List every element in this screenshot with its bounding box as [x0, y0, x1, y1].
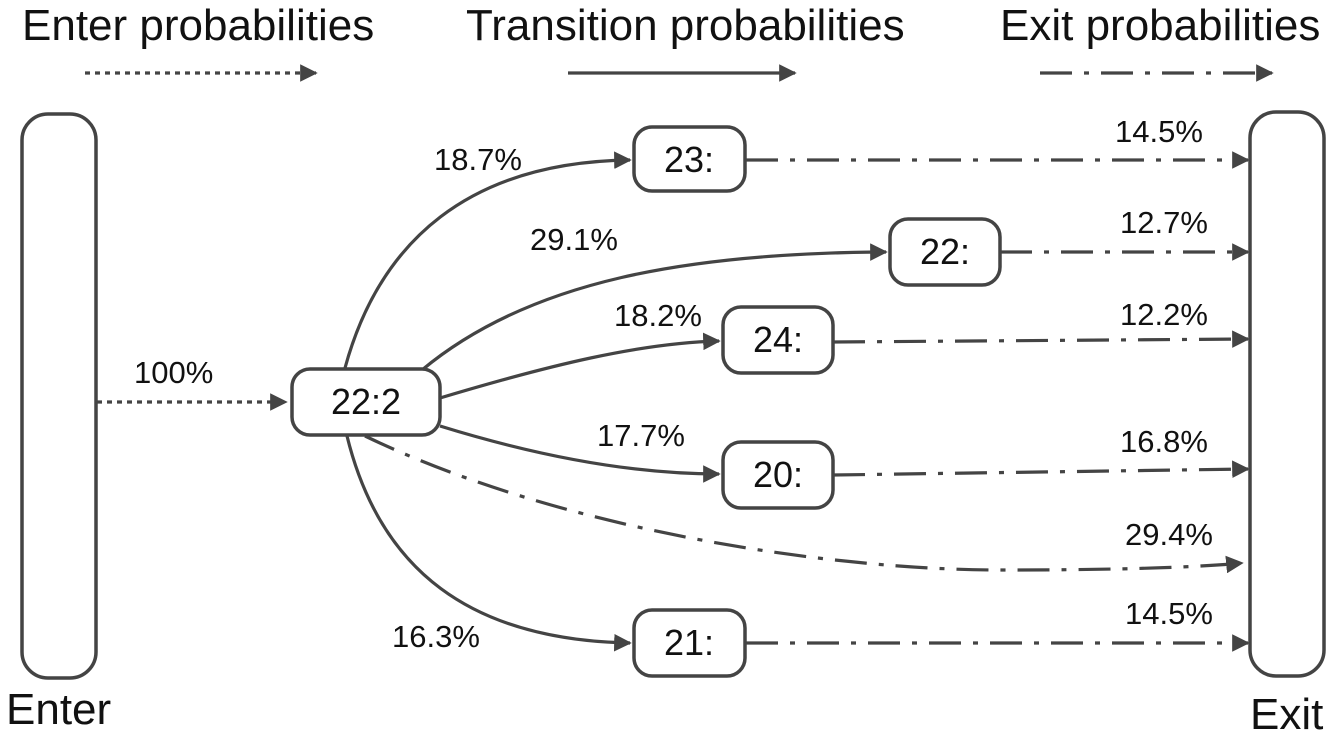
node-20-label: 20:	[753, 454, 803, 495]
node-21	[632, 608, 747, 678]
enter-prob-label: 100%	[134, 355, 213, 390]
enter-terminal	[20, 112, 98, 680]
enter-label: Enter	[6, 685, 111, 734]
transition-edge-23	[343, 151, 632, 369]
node-20	[721, 440, 835, 510]
exit-prob-direct: 29.4%	[1125, 517, 1213, 552]
exit-prob-23: 14.5%	[1115, 114, 1203, 149]
exit-prob-24: 12.2%	[1120, 297, 1208, 332]
node-22-label: 22:	[920, 231, 970, 272]
transition-edge-21	[345, 435, 632, 652]
exit-label: Exit	[1250, 690, 1323, 738]
node-23	[632, 125, 747, 193]
transition-prob-21: 16.3%	[392, 619, 480, 654]
transition-prob-24: 18.2%	[614, 298, 702, 333]
node-22	[888, 217, 1002, 287]
exit-prob-22: 12.7%	[1120, 205, 1208, 240]
node-source-label: 22:2	[331, 381, 401, 422]
transition-prob-20: 17.7%	[597, 418, 685, 453]
direct-exit-edge	[364, 434, 1244, 574]
transition-edge-22	[420, 243, 888, 372]
transition-prob-22: 29.1%	[530, 222, 618, 257]
node-24	[721, 305, 835, 375]
transition-prob-23: 18.7%	[434, 142, 522, 177]
legend-exit-title: Exit probabilities	[1000, 1, 1320, 50]
exit-edge-24	[832, 330, 1250, 348]
node-23-label: 23:	[664, 139, 714, 180]
node-24-label: 24:	[753, 319, 803, 360]
transition-edge-24	[439, 332, 721, 400]
exit-terminal	[1248, 110, 1326, 678]
legend-enter-title: Enter probabilities	[22, 1, 374, 50]
exit-prob-21: 14.5%	[1125, 596, 1213, 631]
exit-edge-20	[832, 460, 1250, 479]
legend-transition-title: Transition probabilities	[466, 1, 905, 50]
exit-prob-20: 16.8%	[1120, 424, 1208, 459]
node-21-label: 21:	[664, 622, 714, 663]
transition-edge-20	[439, 424, 721, 483]
node-source	[290, 367, 442, 437]
